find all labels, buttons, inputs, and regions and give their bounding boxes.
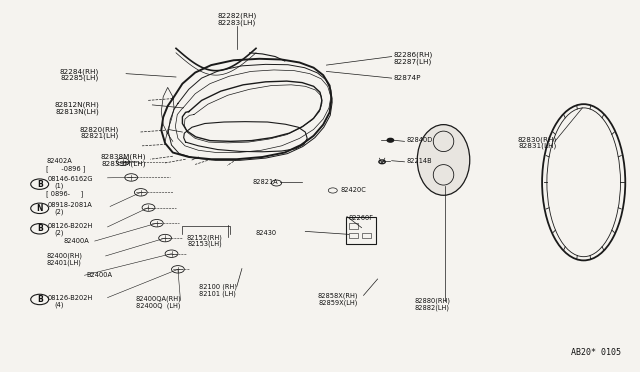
Text: 82858X(RH): 82858X(RH) <box>317 292 358 299</box>
Text: 82859X(LH): 82859X(LH) <box>318 299 358 306</box>
Text: 82882(LH): 82882(LH) <box>415 304 450 311</box>
Circle shape <box>387 138 394 142</box>
Text: 82153(LH): 82153(LH) <box>188 241 222 247</box>
Text: 08126-B202H: 08126-B202H <box>48 295 93 301</box>
Text: (4): (4) <box>54 301 64 308</box>
Text: 82813N(LH): 82813N(LH) <box>56 108 99 115</box>
Text: 82282(RH)
82283(LH): 82282(RH) 82283(LH) <box>217 12 257 26</box>
Text: 82840D: 82840D <box>406 137 433 143</box>
Text: 82400A: 82400A <box>64 238 90 244</box>
Text: 82100 (RH): 82100 (RH) <box>198 284 237 291</box>
Text: B: B <box>37 295 42 304</box>
Bar <box>349 232 358 238</box>
Text: [ 0896-     ]: [ 0896- ] <box>46 190 83 197</box>
Text: 82260F: 82260F <box>349 215 374 221</box>
Text: B: B <box>37 180 42 189</box>
Text: 82402A: 82402A <box>46 158 72 164</box>
Text: AB20* 0105: AB20* 0105 <box>571 348 621 357</box>
Text: 82821(LH): 82821(LH) <box>80 133 118 140</box>
Text: 82284(RH): 82284(RH) <box>60 68 99 75</box>
Text: 08126-B202H: 08126-B202H <box>48 223 93 229</box>
Text: 82401(LH): 82401(LH) <box>46 259 81 266</box>
Text: 08146-6162G: 08146-6162G <box>48 176 93 182</box>
Text: 82874P: 82874P <box>394 75 421 81</box>
Text: B2400A: B2400A <box>86 272 113 278</box>
Text: 82400(RH): 82400(RH) <box>46 253 82 259</box>
Text: 82400Q  (LH): 82400Q (LH) <box>136 302 180 309</box>
Text: 82880(RH): 82880(RH) <box>415 297 451 304</box>
Text: 08918-2081A: 08918-2081A <box>48 202 93 208</box>
Text: 82830(RH): 82830(RH) <box>518 136 557 143</box>
Text: (1): (1) <box>54 183 64 189</box>
Text: 82400QA(RH): 82400QA(RH) <box>136 296 181 302</box>
Text: 82286(RH): 82286(RH) <box>394 52 433 58</box>
Text: B: B <box>37 224 42 233</box>
Text: 82214B: 82214B <box>406 158 432 164</box>
Text: 82838M(RH): 82838M(RH) <box>100 154 146 160</box>
Text: 82820(RH): 82820(RH) <box>79 126 118 133</box>
Bar <box>362 232 371 238</box>
Bar <box>349 223 358 229</box>
Text: 82152(RH): 82152(RH) <box>187 234 223 241</box>
Text: 82101 (LH): 82101 (LH) <box>199 291 236 297</box>
Bar <box>346 217 376 244</box>
Text: 82285(LH): 82285(LH) <box>61 75 99 81</box>
Text: (2): (2) <box>54 209 64 215</box>
Text: 82821A: 82821A <box>253 179 278 185</box>
Text: 82420C: 82420C <box>340 187 366 193</box>
Text: 82831(LH): 82831(LH) <box>518 143 557 150</box>
Text: 82839M(LH): 82839M(LH) <box>101 160 146 167</box>
Text: 82287(LH): 82287(LH) <box>394 59 432 65</box>
Text: 82430: 82430 <box>255 230 276 235</box>
Text: 82812N(RH): 82812N(RH) <box>54 102 99 108</box>
Text: [      -0896 ]: [ -0896 ] <box>46 165 86 171</box>
Text: N: N <box>36 204 43 213</box>
Ellipse shape <box>417 125 470 195</box>
Text: (2): (2) <box>54 230 64 236</box>
